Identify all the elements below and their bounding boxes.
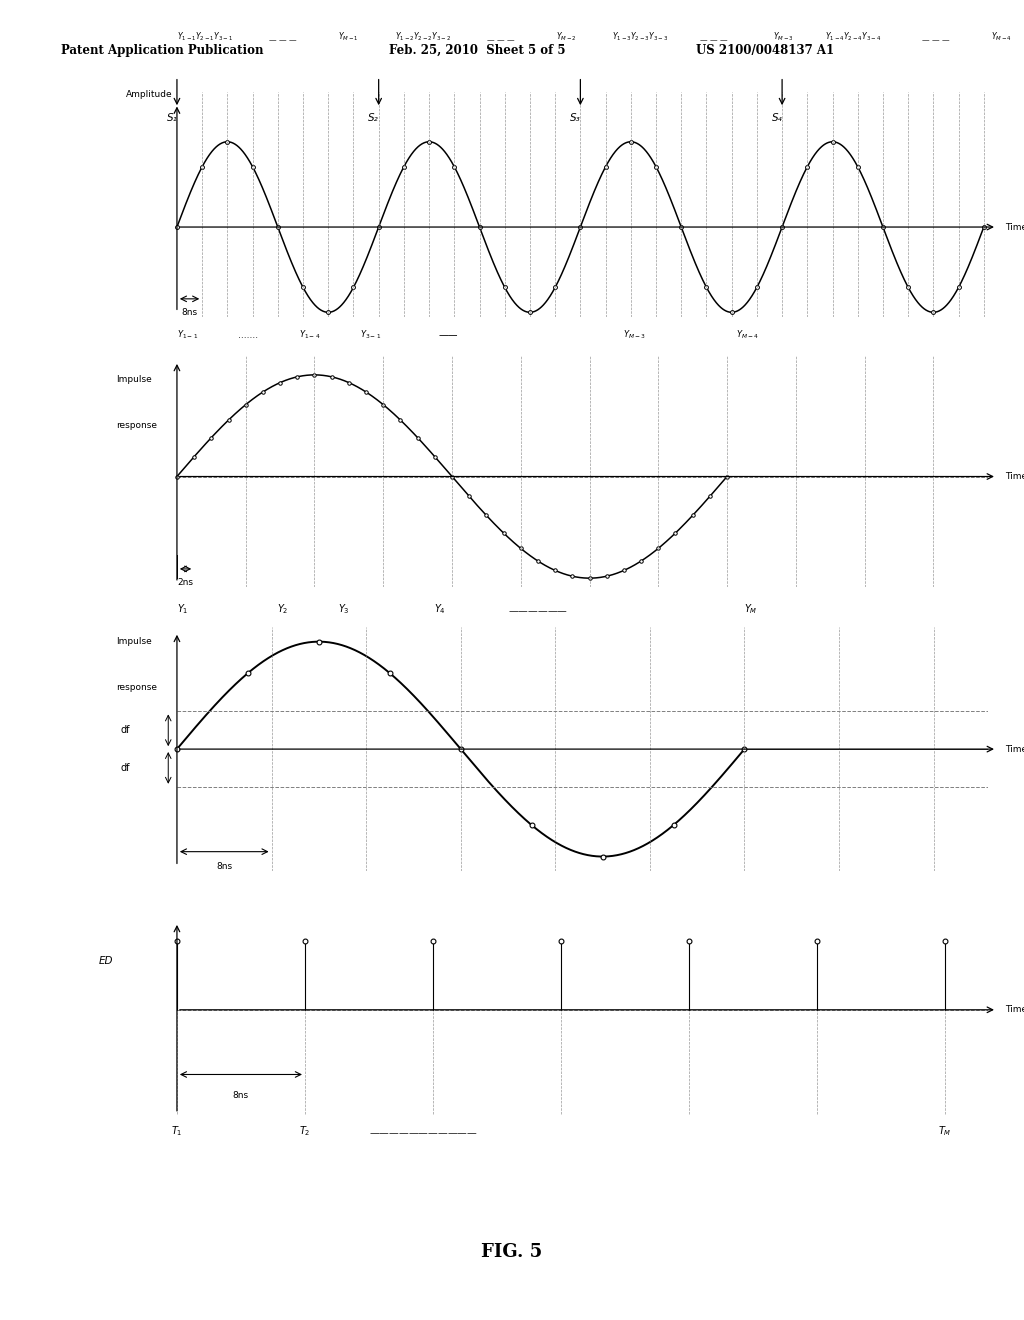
Text: Impulse: Impulse (116, 636, 152, 645)
Text: $Y_3$: $Y_3$ (338, 602, 349, 616)
Text: df: df (121, 763, 130, 774)
Text: $Y_2$: $Y_2$ (278, 602, 289, 616)
Text: Time: Time (1006, 1006, 1024, 1014)
Text: S₂: S₂ (369, 112, 379, 123)
Text: S₁: S₁ (167, 112, 177, 123)
Text: Feb. 25, 2010  Sheet 5 of 5: Feb. 25, 2010 Sheet 5 of 5 (389, 44, 565, 57)
Text: $Y_{1-3}Y_{2-3}Y_{3-3}$: $Y_{1-3}Y_{2-3}Y_{3-3}$ (612, 30, 669, 44)
Text: $Y_{M-2}$: $Y_{M-2}$ (556, 30, 577, 44)
Text: $Y_{1-1}$: $Y_{1-1}$ (177, 329, 198, 342)
Text: $T_M$: $T_M$ (938, 1125, 951, 1138)
Text: Time: Time (1006, 744, 1024, 754)
Text: $— — — — — — — — — — —$: $— — — — — — — — — — —$ (369, 1126, 477, 1137)
Text: $—\ —\ —$: $—\ —\ —$ (268, 34, 298, 44)
Text: $Y_{M-4}$: $Y_{M-4}$ (991, 30, 1012, 44)
Text: S₃: S₃ (570, 112, 581, 123)
Text: Time: Time (1006, 473, 1024, 480)
Text: Time: Time (1006, 223, 1024, 231)
Text: $—\ —\ —$: $—\ —\ —$ (699, 34, 729, 44)
Text: $Y_{1-4}Y_{2-4}Y_{3-4}$: $Y_{1-4}Y_{2-4}Y_{3-4}$ (825, 30, 882, 44)
Text: $Y_4$: $Y_4$ (434, 602, 445, 616)
Text: $Y_{M-1}$: $Y_{M-1}$ (338, 30, 358, 44)
Text: $Y_{3-1}$: $Y_{3-1}$ (359, 329, 381, 342)
Text: ED: ED (98, 956, 113, 966)
Text: $Y_1$: $Y_1$ (177, 602, 188, 616)
Text: $— — — — — —$: $— — — — — —$ (508, 605, 567, 614)
Text: 8ns: 8ns (216, 862, 232, 871)
Text: Amplitude: Amplitude (126, 90, 173, 99)
Text: S₄: S₄ (772, 112, 782, 123)
Text: 8ns: 8ns (232, 1090, 249, 1100)
Text: $Y_M$: $Y_M$ (744, 602, 758, 616)
Text: .......: ....... (238, 331, 258, 341)
Text: 8ns: 8ns (181, 308, 198, 317)
Text: response: response (116, 421, 157, 430)
Text: $—\ —\ —$: $—\ —\ —$ (922, 34, 950, 44)
Text: df: df (121, 725, 130, 735)
Text: $Y_{M-3}$: $Y_{M-3}$ (623, 329, 645, 342)
Text: $Y_{M-3}$: $Y_{M-3}$ (773, 30, 794, 44)
Text: US 2100/0048137 A1: US 2100/0048137 A1 (696, 44, 835, 57)
Text: $T_2$: $T_2$ (299, 1125, 310, 1138)
Text: Impulse: Impulse (116, 375, 152, 384)
Text: response: response (116, 684, 157, 692)
Text: $T_1$: $T_1$ (171, 1125, 182, 1138)
Text: $Y_{1-2}Y_{2-2}Y_{3-2}$: $Y_{1-2}Y_{2-2}Y_{3-2}$ (394, 30, 451, 44)
Text: $—\ —\ —$: $—\ —\ —$ (486, 34, 515, 44)
Text: $Y_{M-4}$: $Y_{M-4}$ (735, 329, 759, 342)
Text: Patent Application Publication: Patent Application Publication (61, 44, 264, 57)
Text: $Y_{1-4}$: $Y_{1-4}$ (299, 329, 321, 342)
Text: 2ns: 2ns (177, 578, 194, 587)
Text: ——: —— (438, 330, 458, 341)
Text: FIG. 5: FIG. 5 (481, 1242, 543, 1261)
Text: $Y_{1-1}Y_{2-1}Y_{3-1}$: $Y_{1-1}Y_{2-1}Y_{3-1}$ (177, 30, 232, 44)
